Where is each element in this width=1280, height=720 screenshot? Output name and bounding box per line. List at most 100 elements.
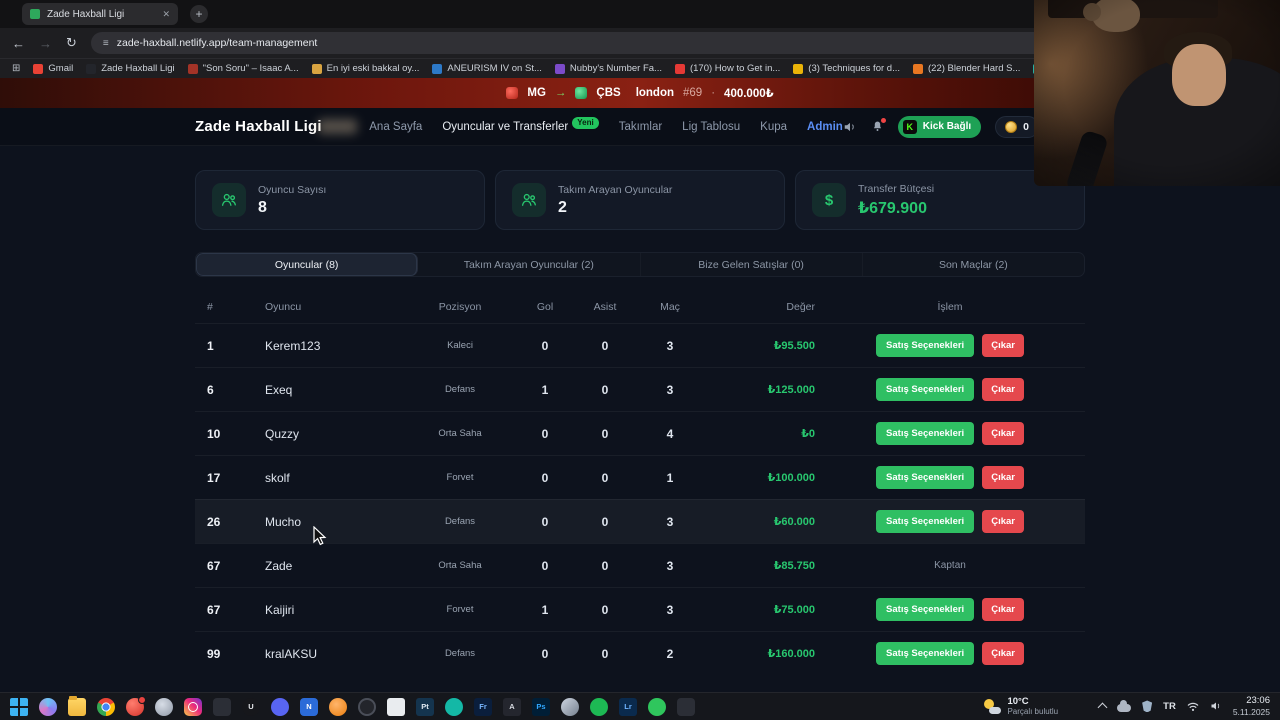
sell-options-button[interactable]: Satış Seçenekleri xyxy=(876,598,975,621)
remove-button[interactable]: Çıkar xyxy=(982,378,1024,401)
site-title: Zade Haxball Ligi xyxy=(195,118,322,135)
taskbar-whatsapp-icon[interactable] xyxy=(648,697,666,716)
bookmark-item[interactable]: Zade Haxball Ligi xyxy=(86,63,175,74)
taskbar-blender-icon[interactable] xyxy=(329,697,347,716)
column-header: Asist xyxy=(593,301,617,313)
taskbar-unity-icon[interactable]: U xyxy=(242,697,260,716)
column-header: İşlem xyxy=(937,301,963,313)
url-field[interactable]: ≡ zade-haxball.netlify.app/team-manageme… xyxy=(90,32,1262,54)
nav-item-takimlar[interactable]: Takımlar xyxy=(618,120,663,133)
tab-son-maclar[interactable]: Son Maçlar (2) xyxy=(938,258,1008,271)
taskbar-clock-app-icon[interactable] xyxy=(155,697,173,716)
forward-icon[interactable]: → xyxy=(39,35,52,51)
wifi-icon[interactable] xyxy=(1187,701,1199,712)
sell-options-button[interactable]: Satış Seçenekleri xyxy=(876,378,975,401)
tray-overflow-chevron-icon[interactable] xyxy=(1097,703,1108,713)
player-number: 17 xyxy=(207,470,221,485)
back-icon[interactable]: ← xyxy=(12,35,25,51)
taskbar-steam-icon[interactable] xyxy=(561,697,579,716)
bookmark-item[interactable]: En iyi eski bakkal oy... xyxy=(311,63,420,74)
nav-item-ana-sayfa[interactable]: Ana Sayfa xyxy=(369,120,423,133)
bookmark-item[interactable]: (170) How to Get in... xyxy=(674,63,780,74)
site-info-icon[interactable]: ≡ xyxy=(102,37,109,49)
bookmark-favicon-icon xyxy=(187,63,198,74)
taskbar-app-icon[interactable] xyxy=(677,697,695,716)
remove-button[interactable]: Çıkar xyxy=(982,422,1024,445)
bookmark-item[interactable]: (22) Blender Hard S... xyxy=(913,63,1020,74)
stat-value: 2 xyxy=(558,198,567,216)
taskbar-apps: U N Pt Fr A Ps Lr xyxy=(10,695,695,716)
language-indicator[interactable]: TR xyxy=(1163,700,1176,712)
taskbar-obs-icon[interactable] xyxy=(358,697,376,716)
coin-balance[interactable]: 0 xyxy=(995,115,1039,138)
taskbar-file-explorer-icon[interactable] xyxy=(68,695,86,716)
onedrive-icon[interactable] xyxy=(1117,699,1132,712)
remove-button[interactable]: Çıkar xyxy=(982,466,1024,489)
stat-value: ₺679.900 xyxy=(858,199,927,217)
tab-bize-gelen-satislar[interactable]: Bize Gelen Satışlar (0) xyxy=(641,253,863,276)
reload-icon[interactable]: ↻ xyxy=(66,35,77,50)
nav-item-lig-tablosu[interactable]: Lig Tablosu xyxy=(682,120,741,133)
sell-options-button[interactable]: Satış Seçenekleri xyxy=(876,510,975,533)
sell-options-button[interactable]: Satış Seçenekleri xyxy=(876,422,975,445)
bookmark-item[interactable]: "Son Soru" – Isaac A... xyxy=(187,63,299,74)
bookmark-item[interactable]: Nubby's Number Fa... xyxy=(554,63,662,74)
taskbar-adobe-icon[interactable]: A xyxy=(503,697,521,716)
bookmark-item[interactable]: ANEURISM IV on St... xyxy=(432,63,542,74)
taskbar-notion-icon[interactable]: N xyxy=(300,697,318,716)
player-matches: 3 xyxy=(666,602,674,617)
remove-button[interactable]: Çıkar xyxy=(982,642,1024,665)
sell-options-button[interactable]: Satış Seçenekleri xyxy=(876,642,975,665)
player-name: kralAKSU xyxy=(265,646,318,661)
sell-options-button[interactable]: Satış Seçenekleri xyxy=(876,334,975,357)
notifications-bell-icon[interactable] xyxy=(871,118,886,133)
sound-icon[interactable] xyxy=(843,120,857,134)
taskbar-app-icon[interactable] xyxy=(213,697,231,716)
browser-tab[interactable]: Zade Haxball Ligi ✕ xyxy=(22,3,178,25)
remove-button[interactable]: Çıkar xyxy=(982,334,1024,357)
taskbar-photopea-icon[interactable]: Pt xyxy=(416,697,434,716)
volume-icon[interactable] xyxy=(1210,700,1222,712)
remove-button[interactable]: Çıkar xyxy=(982,598,1024,621)
bookmark-label: "Son Soru" – Isaac A... xyxy=(202,63,299,74)
column-header: Oyuncu xyxy=(265,301,302,313)
tab-close-icon[interactable]: ✕ xyxy=(162,8,170,19)
taskbar-app-icon[interactable] xyxy=(445,697,463,716)
new-tab-button[interactable]: + xyxy=(190,5,208,23)
main-content: Oyuncu Sayısı 8 Takım Arayan Oyuncular 2… xyxy=(195,146,1085,675)
bookmark-item[interactable]: Gmail xyxy=(33,63,73,74)
bookmark-favicon-icon xyxy=(33,63,44,74)
taskbar-clock[interactable]: 23:06 5.11.2025 xyxy=(1232,694,1270,718)
remove-button[interactable]: Çıkar xyxy=(982,510,1024,533)
start-button-icon[interactable] xyxy=(10,697,28,716)
taskbar-photoshop-icon[interactable]: Ps xyxy=(532,697,550,716)
apps-grid-icon[interactable]: ⊞ xyxy=(12,63,21,74)
taskbar-copilot-icon[interactable] xyxy=(39,697,57,716)
taskbar-opera-icon[interactable] xyxy=(126,695,146,716)
tab-oyuncular[interactable]: Oyuncular (8) xyxy=(196,253,419,276)
taskbar-discord-icon[interactable] xyxy=(271,697,289,716)
taskbar-instagram-icon[interactable] xyxy=(184,697,202,716)
player-matches: 3 xyxy=(666,382,674,397)
kick-connected-button[interactable]: K Kick Bağlı xyxy=(897,115,982,138)
nav-item-admin[interactable]: Admin xyxy=(807,120,843,133)
tab-takim-arayan[interactable]: Takım Arayan Oyuncular (2) xyxy=(418,253,640,276)
sell-options-button[interactable]: Satış Seçenekleri xyxy=(876,466,975,489)
player-assists: 0 xyxy=(601,470,609,485)
taskbar-chrome-icon[interactable] xyxy=(97,697,115,716)
bookmark-label: En iyi eski bakkal oy... xyxy=(326,63,420,74)
bookmark-item[interactable]: (3) Techniques for d... xyxy=(793,63,900,74)
taskbar-fresco-icon[interactable]: Fr xyxy=(474,697,492,716)
stats-cards: Oyuncu Sayısı 8 Takım Arayan Oyuncular 2… xyxy=(195,170,1085,230)
bookmark-label: Zade Haxball Ligi xyxy=(101,63,175,74)
taskbar-notepad-icon[interactable] xyxy=(387,697,405,716)
taskbar-lightroom-icon[interactable]: Lr xyxy=(619,697,637,716)
nav-item-kupa[interactable]: Kupa xyxy=(760,120,788,133)
bookmark-favicon-icon xyxy=(554,63,565,74)
security-shield-icon[interactable] xyxy=(1142,700,1153,713)
weather-widget[interactable]: 10°C Parçalı bulutlu xyxy=(984,696,1058,717)
player-goals: 1 xyxy=(541,602,549,617)
team-b-logo-icon xyxy=(575,87,588,99)
nav-item-oyuncular-ve-transferler[interactable]: Oyuncular ve Transferler Yeni xyxy=(442,116,599,133)
taskbar-spotify-icon[interactable] xyxy=(590,697,608,716)
